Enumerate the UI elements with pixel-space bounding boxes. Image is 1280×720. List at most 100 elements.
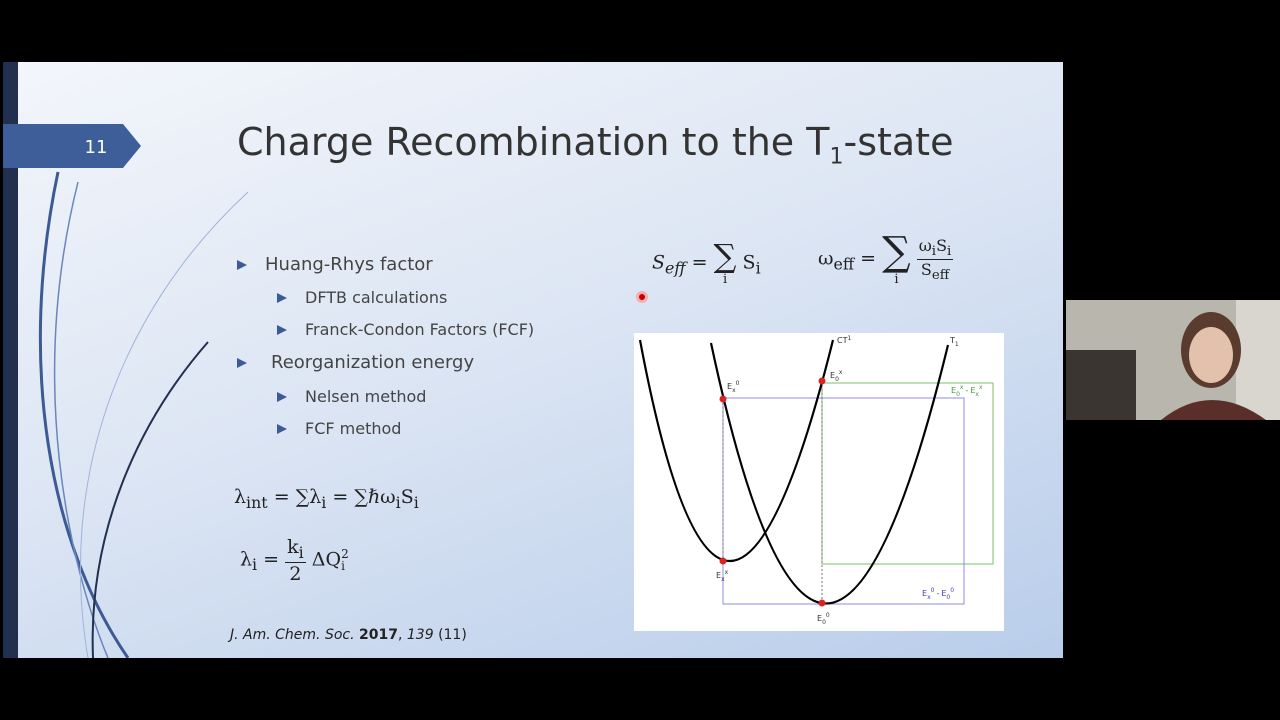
text: k xyxy=(287,536,299,558)
text: λ xyxy=(240,548,253,571)
text: - xyxy=(936,589,939,598)
text: i xyxy=(894,272,899,287)
text: 1 xyxy=(829,144,844,170)
text: Reorganization energy xyxy=(271,352,475,373)
text: S xyxy=(742,251,756,274)
formula-weff: ωeff = ∑ i ωiSi Seff xyxy=(818,229,954,287)
text: J. Am. Chem. Soc. xyxy=(230,627,355,643)
curve-label: T1 xyxy=(949,336,959,348)
text: i xyxy=(755,258,761,278)
text: E xyxy=(922,589,927,598)
text: S xyxy=(920,260,932,279)
text: eff xyxy=(665,258,686,278)
text: 2 xyxy=(289,562,302,585)
point-label: E0x xyxy=(830,369,843,383)
energy-diagram: CT1 T1 Ex0 E0x Exx E00 E0x - Exx Ex0- E00 xyxy=(634,333,1004,631)
text: x xyxy=(725,569,729,576)
text: 0 xyxy=(956,391,960,398)
sub-bullet: Nelsen method xyxy=(277,387,426,406)
text: = xyxy=(691,251,708,274)
text: 0 xyxy=(946,594,950,601)
text: ∑λ xyxy=(295,486,322,508)
text: T xyxy=(949,336,955,345)
text: i xyxy=(947,244,952,259)
sub-bullet: Franck-Condon Factors (FCF) xyxy=(277,320,534,339)
text: = xyxy=(332,486,349,508)
text: ΔQ xyxy=(311,548,342,571)
text: FCF method xyxy=(305,419,402,438)
text: Nelsen method xyxy=(305,387,427,406)
point-label: Exx xyxy=(716,569,729,583)
text: 0 xyxy=(950,587,954,594)
text: S xyxy=(936,235,948,255)
text: Franck-Condon Factors (FCF) xyxy=(305,320,535,339)
text: int xyxy=(246,492,268,512)
text: 0 xyxy=(931,587,935,594)
slide: Charge Recombination to the T1-state Hua… xyxy=(18,62,1063,658)
text: i xyxy=(722,272,728,287)
text: E xyxy=(941,589,946,598)
sub-bullet: DFTB calculations xyxy=(277,288,447,307)
text: x xyxy=(732,387,736,394)
text: Charge Recombination to the T xyxy=(237,120,830,164)
text: = xyxy=(860,247,877,270)
text: - xyxy=(965,386,968,395)
text: x xyxy=(839,369,843,376)
text: λ xyxy=(234,486,247,508)
text: -state xyxy=(843,120,954,164)
text: 2 xyxy=(341,547,349,562)
text: ω xyxy=(818,247,834,270)
text: eff xyxy=(931,268,950,284)
text: eff xyxy=(833,254,855,274)
formula-seff: Seff = ∑ i Si xyxy=(652,240,761,287)
text: E xyxy=(817,614,822,623)
text: 0 xyxy=(822,619,826,626)
bullet: Reorganization energy xyxy=(237,352,474,373)
text: ω xyxy=(918,235,932,255)
text: i xyxy=(252,555,258,575)
gap-label: E0x - Exx xyxy=(951,384,983,398)
text: 0 xyxy=(826,612,830,619)
citation: J. Am. Chem. Soc. 2017, 139 (11) xyxy=(230,627,467,643)
text: 2017 xyxy=(359,627,398,643)
webcam-video xyxy=(1066,300,1280,420)
text: 0 xyxy=(835,376,839,383)
text: i xyxy=(395,492,401,512)
text: i xyxy=(321,492,327,512)
decor-swoosh xyxy=(38,171,249,658)
sub-bullet: FCF method xyxy=(277,419,401,438)
text: = xyxy=(263,548,280,571)
bullet: Huang-Rhys factor xyxy=(237,254,433,275)
text: i xyxy=(413,492,419,512)
text: ∑ℏω xyxy=(354,486,396,508)
text: = xyxy=(273,486,290,508)
curve-label: CT1 xyxy=(837,335,851,345)
text: E xyxy=(970,386,975,395)
text: ∑ xyxy=(882,229,911,275)
text: E xyxy=(727,382,732,391)
recording-indicator xyxy=(636,291,648,303)
text: x xyxy=(721,576,725,583)
text: E xyxy=(830,371,835,380)
text: 0 xyxy=(736,380,740,387)
text: E xyxy=(716,571,721,580)
formula-lambda-int: λint = ∑λi = ∑ℏωiSi xyxy=(234,486,419,512)
text: ∑ xyxy=(713,237,737,275)
text: 1 xyxy=(847,335,851,342)
text: i xyxy=(298,542,304,562)
point-label: E00 xyxy=(817,612,830,626)
text: x xyxy=(979,384,983,391)
text: E xyxy=(951,386,956,395)
text: 139 xyxy=(406,627,434,643)
slide-title: Charge Recombination to the T1-state xyxy=(237,120,953,170)
text: Huang-Rhys factor xyxy=(265,254,433,275)
gap-label: Ex0- E00 xyxy=(922,587,954,601)
text: CT xyxy=(837,336,848,345)
formula-lambda-i: λi = ki 2 ΔQ 2 i xyxy=(240,536,349,585)
text: i xyxy=(341,559,345,574)
text: x xyxy=(960,384,964,391)
text: (11) xyxy=(438,627,467,643)
text: S xyxy=(652,251,666,274)
slide-number: 11 xyxy=(85,137,108,158)
